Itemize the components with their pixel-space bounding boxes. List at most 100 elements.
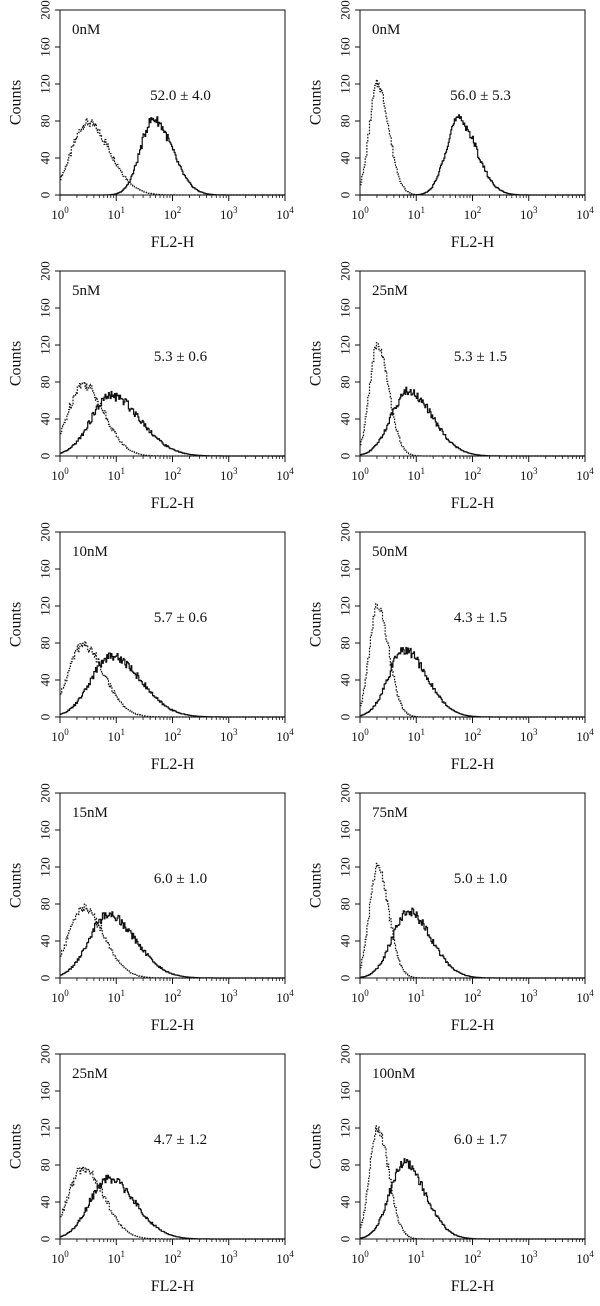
y-tick-label: 0	[338, 453, 353, 460]
x-axis-label: FL2-H	[451, 495, 495, 512]
x-tick-label: 103	[520, 205, 538, 222]
y-tick-label: 200	[38, 522, 53, 542]
x-tick-label: 100	[351, 727, 369, 744]
histogram-panel: 0 40 80 120 160 200 100 101 102 103 104 FL2-H Counts…	[0, 522, 300, 782]
y-tick-label: 40	[338, 1196, 353, 1209]
control-histogram	[360, 1125, 585, 1240]
x-tick-label: 102	[464, 1249, 482, 1266]
y-tick-label: 120	[338, 74, 353, 94]
y-axis-label: Counts	[8, 1124, 25, 1169]
control-histogram	[360, 862, 585, 979]
y-axis-label: Counts	[8, 341, 25, 386]
mfi-value-label: 4.7 ± 1.2	[154, 1132, 207, 1148]
x-tick-label: 102	[464, 466, 482, 483]
x-tick-label: 102	[464, 727, 482, 744]
y-tick-label: 160	[38, 1081, 53, 1101]
x-axis-label: FL2-H	[451, 756, 495, 773]
histogram-chart: 0 40 80 120 160 200 100 101 102 103 104 FL2-H Counts…	[308, 783, 595, 1034]
histogram-chart: 0 40 80 120 160 200 100 101 102 103 104 FL2-H Counts…	[308, 522, 595, 773]
y-tick-label: 200	[338, 1044, 353, 1064]
sample-histogram	[60, 390, 285, 457]
x-tick-label: 100	[51, 205, 69, 222]
y-tick-label: 120	[38, 74, 53, 94]
y-tick-label: 120	[338, 335, 353, 355]
y-tick-label: 80	[338, 376, 353, 389]
y-tick-label: 0	[38, 192, 53, 199]
x-axis-label: FL2-H	[151, 1278, 195, 1295]
x-tick-label: 102	[164, 727, 182, 744]
control-histogram	[60, 903, 285, 979]
x-tick-label: 101	[108, 727, 126, 744]
y-tick-label: 80	[38, 637, 53, 650]
x-tick-label: 104	[276, 727, 294, 744]
y-tick-label: 120	[338, 857, 353, 877]
y-tick-label: 120	[38, 596, 53, 616]
histogram-chart: 0 40 80 120 160 200 100 101 102 103 104 FL2-H Counts…	[308, 0, 595, 251]
histogram-panel: 0 40 80 120 160 200 100 101 102 103 104 FL2-H Counts…	[300, 522, 600, 782]
y-tick-label: 160	[38, 820, 53, 840]
y-tick-label: 80	[38, 376, 53, 389]
y-axis-label: Counts	[308, 80, 325, 125]
y-axis-label: Counts	[308, 1124, 325, 1169]
mfi-value-label: 6.0 ± 1.7	[454, 1132, 508, 1148]
control-histogram	[60, 117, 285, 196]
y-tick-label: 160	[38, 37, 53, 57]
y-tick-label: 0	[338, 714, 353, 721]
y-tick-label: 120	[338, 596, 353, 616]
concentration-label: 15nM	[72, 805, 108, 821]
x-axis-label: FL2-H	[151, 234, 195, 251]
histogram-panel: 0 40 80 120 160 200 100 101 102 103 104 FL2-H Counts…	[0, 1044, 300, 1304]
y-tick-label: 160	[338, 298, 353, 318]
histogram-panel: 0 40 80 120 160 200 100 101 102 103 104 FL2-H Counts…	[0, 0, 300, 260]
y-axis-label: Counts	[308, 602, 325, 647]
sample-histogram	[360, 114, 585, 196]
y-tick-label: 40	[38, 935, 53, 948]
control-histogram	[60, 641, 285, 718]
mfi-value-label: 5.0 ± 1.0	[454, 871, 507, 887]
y-tick-label: 160	[338, 559, 353, 579]
mfi-value-label: 5.3 ± 0.6	[154, 349, 208, 365]
y-tick-label: 40	[338, 413, 353, 426]
concentration-label: 5nM	[72, 283, 100, 299]
y-tick-label: 200	[38, 261, 53, 281]
concentration-label: 0nM	[372, 22, 400, 38]
y-tick-label: 0	[38, 975, 53, 982]
mfi-value-label: 5.3 ± 1.5	[454, 349, 507, 365]
x-tick-label: 104	[576, 466, 594, 483]
x-tick-label: 103	[520, 727, 538, 744]
y-tick-label: 80	[38, 898, 53, 911]
y-tick-label: 120	[38, 335, 53, 355]
x-tick-label: 101	[408, 466, 426, 483]
concentration-label: 50nM	[372, 544, 408, 560]
histogram-chart: 0 40 80 120 160 200 100 101 102 103 104 FL2-H Counts…	[308, 1044, 595, 1295]
x-tick-label: 103	[220, 727, 238, 744]
concentration-label: 25nM	[72, 1066, 108, 1082]
y-tick-label: 120	[338, 1118, 353, 1138]
x-tick-label: 103	[220, 1249, 238, 1266]
histogram-panel: 0 40 80 120 160 200 100 101 102 103 104 FL2-H Counts…	[300, 0, 600, 260]
y-axis-label: Counts	[8, 80, 25, 125]
x-tick-label: 102	[164, 466, 182, 483]
y-tick-label: 200	[338, 783, 353, 803]
y-tick-label: 80	[38, 115, 53, 128]
x-axis-label: FL2-H	[451, 234, 495, 251]
y-axis-label: Counts	[8, 602, 25, 647]
sample-histogram	[60, 1174, 285, 1240]
x-axis-label: FL2-H	[151, 1017, 195, 1034]
y-tick-label: 0	[38, 1236, 53, 1243]
y-tick-label: 0	[338, 1236, 353, 1243]
concentration-label: 75nM	[372, 805, 408, 821]
histogram-panel: 0 40 80 120 160 200 100 101 102 103 104 FL2-H Counts…	[300, 261, 600, 521]
concentration-label: 100nM	[372, 1066, 415, 1082]
y-tick-label: 160	[338, 820, 353, 840]
y-tick-label: 0	[38, 453, 53, 460]
y-tick-label: 200	[38, 0, 53, 20]
y-tick-label: 80	[338, 898, 353, 911]
x-tick-label: 103	[520, 466, 538, 483]
x-tick-label: 102	[164, 988, 182, 1005]
y-tick-label: 40	[38, 152, 53, 165]
x-tick-label: 100	[351, 1249, 369, 1266]
x-tick-label: 103	[520, 988, 538, 1005]
histogram-panel: 0 40 80 120 160 200 100 101 102 103 104 FL2-H Counts…	[0, 783, 300, 1043]
y-tick-label: 160	[38, 298, 53, 318]
